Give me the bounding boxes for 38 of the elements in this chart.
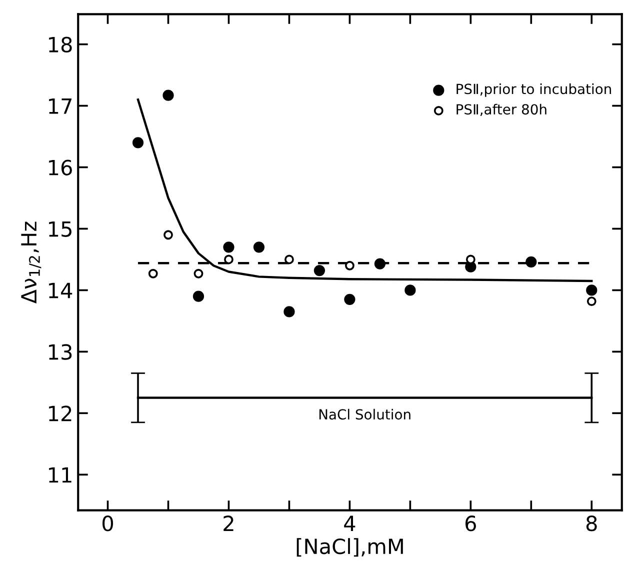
line-series	[136, 98, 593, 282]
point	[253, 242, 265, 253]
point	[284, 306, 295, 318]
x-tick-label: 2	[224, 516, 234, 531]
point	[148, 268, 158, 278]
y-tick-label: 18	[49, 36, 72, 53]
point	[344, 294, 356, 305]
point	[526, 256, 537, 268]
y-tick-label: 13	[49, 344, 72, 360]
y-axis-title: Δν$_{1/2}$,Hz	[21, 222, 42, 304]
y-tick-label: 15	[49, 221, 72, 237]
x-tick-label: 0	[102, 516, 114, 532]
y-tick-label: 16	[49, 160, 72, 176]
x-tick-label: 6	[465, 516, 476, 532]
point	[224, 254, 234, 264]
point	[284, 254, 294, 264]
legend-label: PSⅡ,after 80h	[456, 104, 546, 116]
point	[586, 296, 596, 306]
point	[374, 258, 386, 270]
point	[192, 290, 204, 302]
y-tick-label: 12	[49, 406, 72, 422]
series-label: NaCl Solution	[319, 408, 410, 420]
x-tick-label: 4	[344, 516, 356, 531]
x-axis-title: [NaCl],mM	[296, 538, 403, 557]
y-tick-label: 17	[49, 98, 72, 114]
x-tick-label: 8	[586, 516, 597, 532]
point	[132, 137, 144, 148]
point	[162, 90, 174, 101]
point	[404, 284, 416, 296]
point	[164, 230, 173, 240]
point	[314, 264, 326, 276]
y-tick-label: 11	[49, 467, 72, 483]
point	[223, 242, 234, 253]
point	[194, 268, 204, 278]
legend-label: PSⅡ,prior to incubation	[456, 83, 611, 97]
point	[586, 284, 598, 296]
point	[344, 260, 354, 270]
y-tick-label: 14	[49, 282, 72, 298]
